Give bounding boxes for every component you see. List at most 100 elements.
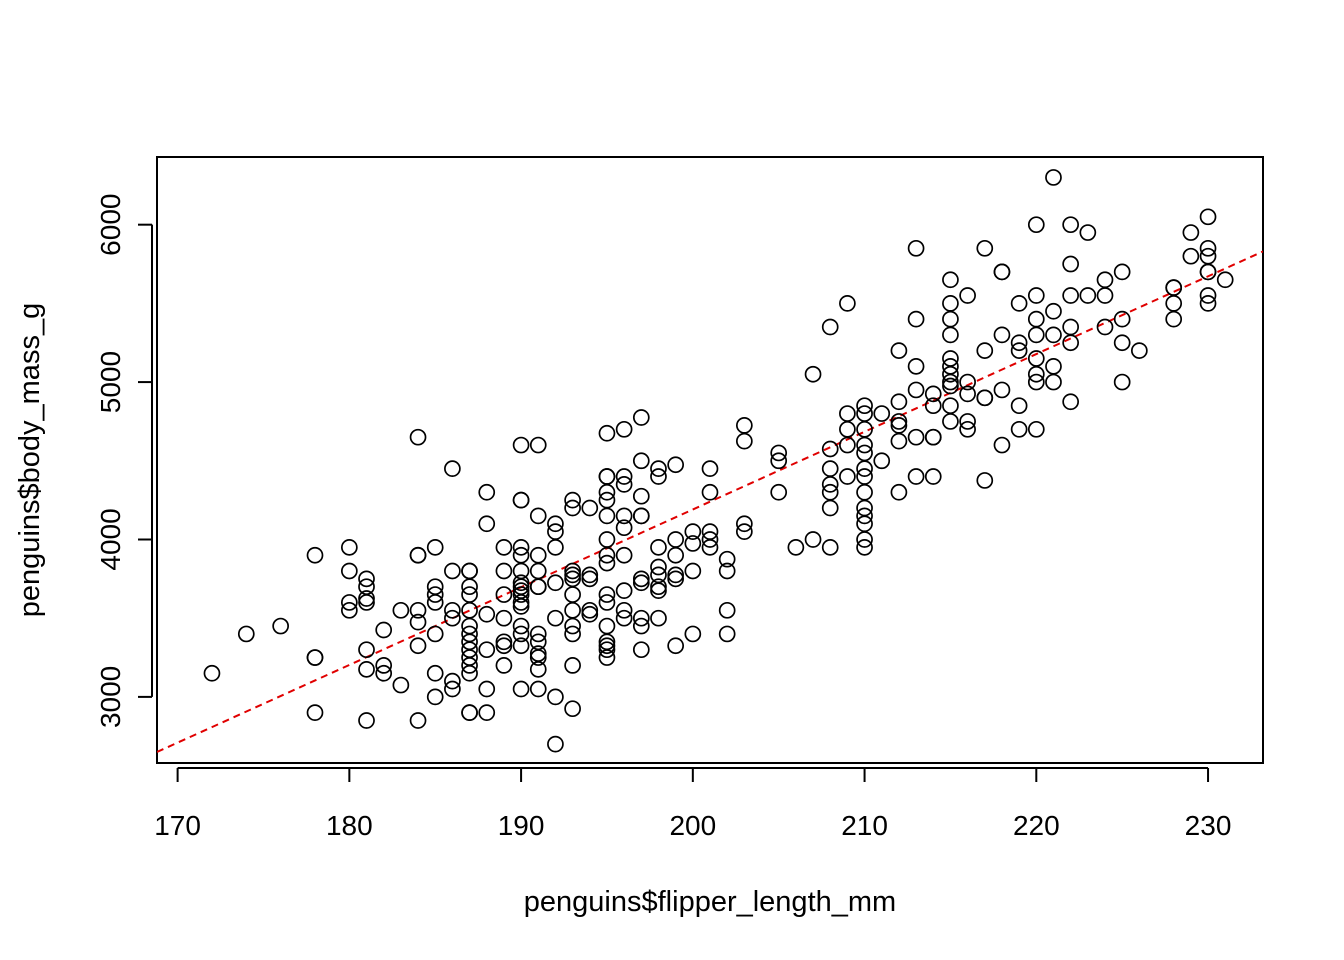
- data-point: [512, 680, 530, 698]
- data-point: [581, 605, 599, 623]
- data-point: [547, 609, 564, 627]
- data-point: [512, 539, 530, 556]
- data-point: [564, 657, 581, 674]
- data-point: [598, 649, 616, 666]
- data-point: [426, 625, 444, 643]
- data-point: [856, 397, 873, 415]
- data-point: [1027, 287, 1045, 304]
- data-point: [581, 499, 599, 517]
- data-point: [529, 660, 547, 678]
- data-point: [1027, 326, 1045, 344]
- data-point: [512, 594, 530, 611]
- data-point: [426, 539, 444, 556]
- data-point: [529, 562, 547, 580]
- data-point: [1010, 342, 1028, 359]
- data-point: [735, 515, 753, 533]
- data-point: [890, 417, 908, 434]
- data-point: [358, 594, 375, 611]
- data-point: [942, 373, 959, 391]
- data-point: [942, 295, 959, 312]
- data-point: [1113, 263, 1131, 281]
- data-point: [529, 507, 547, 525]
- data-point: [650, 609, 667, 627]
- data-point: [340, 539, 358, 556]
- data-point: [392, 676, 410, 694]
- data-point: [529, 625, 547, 643]
- data-point: [478, 704, 496, 721]
- data-point: [959, 385, 976, 403]
- data-point: [770, 452, 788, 470]
- data-point: [564, 617, 581, 635]
- data-point: [426, 664, 444, 682]
- data-point: [598, 641, 616, 659]
- data-point: [1199, 263, 1217, 281]
- data-point: [598, 507, 616, 525]
- data-point: [1045, 326, 1062, 344]
- data-point: [650, 582, 667, 599]
- data-point: [684, 535, 702, 552]
- data-point: [1062, 255, 1080, 273]
- data-point: [1010, 295, 1028, 312]
- data-point: [409, 637, 427, 655]
- data-point: [856, 436, 873, 454]
- data-point: [1216, 271, 1234, 289]
- data-point: [598, 546, 616, 564]
- data-point: [1062, 216, 1080, 234]
- data-point: [650, 468, 667, 485]
- data-point: [787, 539, 805, 556]
- data-point: [701, 483, 719, 501]
- data-point: [615, 609, 633, 627]
- data-point: [821, 476, 839, 493]
- data-point: [1113, 310, 1131, 328]
- data-point: [684, 523, 702, 540]
- data-point: [615, 519, 633, 537]
- data-point: [375, 657, 393, 674]
- data-point: [907, 468, 925, 485]
- data-point: [856, 460, 873, 478]
- x-tick-label: 200: [669, 810, 716, 841]
- data-point: [581, 601, 599, 619]
- data-point: [907, 239, 925, 257]
- data-point: [1165, 279, 1183, 296]
- data-point: [1113, 373, 1131, 391]
- data-point: [512, 598, 530, 615]
- y-tick-label: 5000: [95, 351, 126, 413]
- data-point: [358, 570, 375, 588]
- data-point: [581, 566, 599, 584]
- y-tick-label: 3000: [95, 666, 126, 728]
- data-point: [1027, 420, 1045, 438]
- data-point: [444, 601, 461, 619]
- data-point: [701, 531, 719, 548]
- data-point: [512, 637, 530, 655]
- data-point: [547, 574, 564, 592]
- data-point: [959, 373, 976, 391]
- data-point: [375, 621, 393, 639]
- data-point: [547, 688, 564, 706]
- data-point: [495, 539, 513, 556]
- data-point: [839, 420, 856, 438]
- x-tick-label: 230: [1185, 810, 1232, 841]
- data-point: [804, 365, 822, 383]
- data-point: [478, 605, 496, 623]
- data-point: [461, 704, 478, 721]
- data-point: [890, 413, 908, 430]
- data-point: [444, 672, 461, 690]
- data-point: [701, 539, 719, 556]
- data-point: [1182, 224, 1200, 241]
- data-point: [409, 601, 427, 619]
- data-point: [512, 574, 530, 592]
- data-point: [478, 515, 496, 533]
- data-point: [529, 436, 547, 454]
- data-point: [392, 601, 410, 619]
- data-point: [495, 586, 513, 603]
- data-point: [495, 657, 513, 674]
- data-point: [409, 613, 427, 631]
- data-point: [340, 601, 358, 619]
- data-point: [907, 428, 925, 446]
- data-point: [667, 456, 685, 474]
- x-tick-label: 170: [154, 810, 201, 841]
- y-tick-label: 4000: [95, 508, 126, 570]
- data-point: [340, 562, 358, 580]
- data-point: [856, 507, 873, 525]
